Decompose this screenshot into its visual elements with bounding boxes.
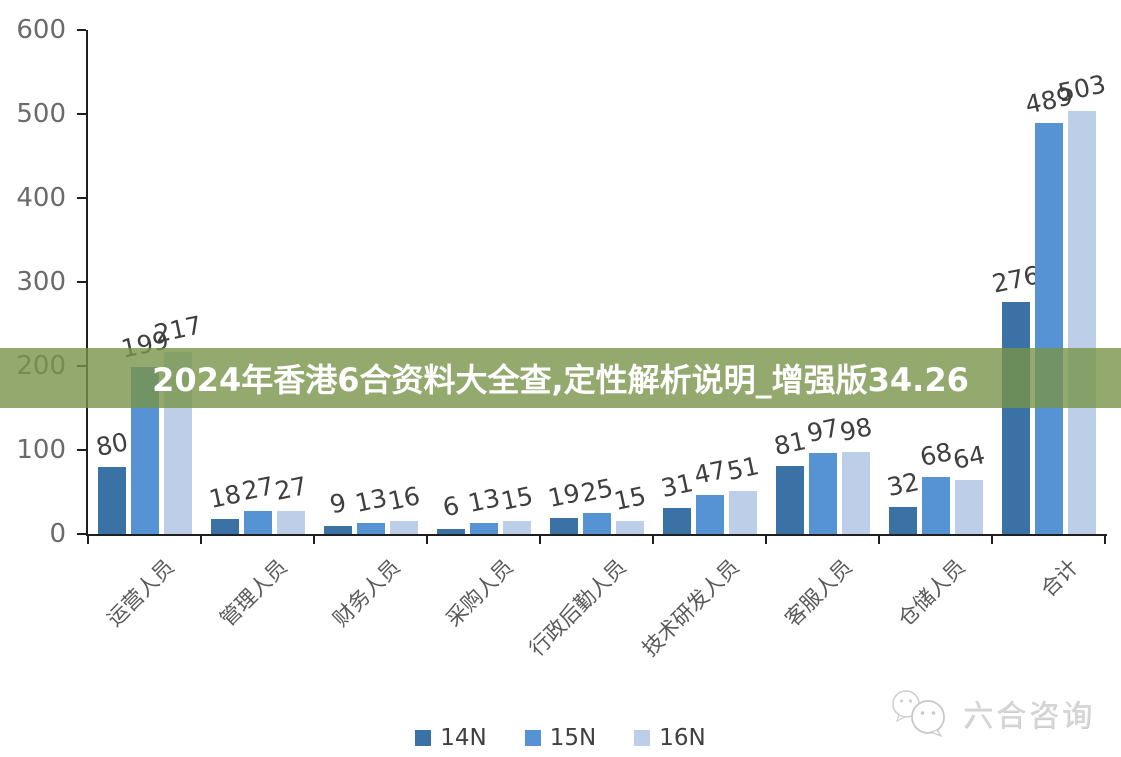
bar-value-label: 27 — [238, 471, 277, 507]
bar-value-label: 68 — [916, 436, 955, 472]
bar-value-label: 503 — [1055, 69, 1108, 109]
x-tick-mark — [313, 536, 315, 544]
x-tick-mark — [1104, 536, 1106, 544]
legend-item-15N: 15N — [524, 725, 597, 751]
bar-value-label: 13 — [351, 483, 390, 519]
legend-item-16N: 16N — [634, 725, 706, 751]
bar-16N-技术研发人员 — [728, 491, 757, 534]
x-tick-mark — [652, 536, 654, 544]
bar-15N-财务人员 — [356, 523, 385, 534]
bar-value-label: 97 — [803, 412, 842, 448]
bar-16N-采购人员 — [502, 521, 531, 534]
y-tick-mark — [77, 29, 86, 31]
bar-value-label: 15 — [497, 481, 536, 517]
overlay-banner: 2024年香港6合资料大全查,定性解析说明_增强版34.26 — [0, 348, 1121, 408]
legend-label: 15N — [549, 725, 597, 751]
legend-swatch-icon — [524, 730, 541, 746]
bar-16N-行政后勤人员 — [615, 521, 644, 534]
bar-14N-行政后勤人员 — [549, 518, 578, 534]
bar-value-label: 16 — [384, 480, 423, 516]
bar-15N-客服人员 — [808, 452, 837, 534]
y-tick-label: 400 — [16, 183, 66, 213]
bar-value-label: 64 — [949, 440, 988, 476]
bar-14N-财务人员 — [323, 526, 352, 534]
x-tick-mark — [765, 536, 767, 544]
bar-value-label: 6 — [439, 490, 462, 523]
watermark-text: 六合咨询 — [963, 699, 1095, 734]
x-category-label: 客服人员 — [779, 554, 857, 632]
y-tick-label: 0 — [49, 519, 66, 549]
y-tick-mark — [77, 533, 86, 535]
x-tick-mark — [426, 536, 428, 544]
legend-label: 16N — [659, 725, 706, 751]
bar-value-label: 51 — [723, 451, 762, 487]
bar-15N-管理人员 — [243, 511, 272, 534]
bar-value-label: 15 — [610, 481, 649, 517]
x-category-label: 仓储人员 — [892, 554, 970, 632]
y-tick-mark — [77, 197, 86, 199]
chart-legend: 14N 15N 16N — [0, 725, 1121, 751]
bar-14N-仓储人员 — [888, 507, 917, 534]
y-tick-mark — [77, 281, 86, 283]
legend-item-14N: 14N — [415, 725, 487, 751]
bar-value-label: 27 — [271, 471, 310, 507]
x-category-label: 行政后勤人员 — [524, 554, 631, 661]
bar-14N-采购人员 — [436, 528, 465, 534]
bar-14N-合计 — [1001, 302, 1030, 534]
bar-14N-运营人员 — [97, 466, 126, 534]
bar-value-label: 31 — [657, 467, 696, 503]
y-tick-label: 500 — [16, 99, 66, 129]
bar-16N-财务人员 — [389, 520, 418, 534]
legend-swatch-icon — [415, 730, 432, 746]
bar-value-label: 32 — [883, 467, 922, 503]
bar-15N-行政后勤人员 — [582, 513, 611, 534]
x-tick-mark — [539, 536, 541, 544]
y-tick-label: 300 — [16, 267, 66, 297]
x-tick-mark — [991, 536, 993, 544]
legend-label: 14N — [440, 725, 487, 751]
chat-bubbles-icon — [892, 690, 945, 738]
bar-16N-仓储人员 — [954, 480, 983, 534]
watermark: 六合咨询 — [889, 687, 1095, 739]
bar-14N-技术研发人员 — [662, 507, 691, 534]
y-tick-label: 100 — [16, 435, 66, 465]
bar-value-label: 13 — [464, 483, 503, 519]
bar-value-label: 98 — [836, 411, 875, 447]
bar-value-label: 217 — [151, 310, 204, 349]
bar-value-label: 81 — [770, 425, 809, 461]
bar-value-label: 19 — [544, 478, 583, 514]
bar-16N-客服人员 — [841, 451, 870, 534]
bar-value-label: 9 — [326, 488, 349, 520]
bar-value-label: 80 — [92, 426, 131, 462]
bar-value-label: 25 — [577, 473, 616, 508]
x-category-label: 技术研发人员 — [637, 554, 744, 661]
y-tick-label: 600 — [16, 15, 66, 45]
x-category-label: 管理人员 — [214, 554, 292, 632]
bar-15N-采购人员 — [469, 523, 498, 534]
overlay-banner-text: 2024年香港6合资料大全查,定性解析说明_增强版34.26 — [152, 361, 969, 399]
bar-14N-管理人员 — [210, 518, 239, 534]
y-tick-mark — [77, 113, 86, 115]
x-category-label: 合计 — [1035, 554, 1083, 602]
bar-value-label: 18 — [205, 478, 244, 514]
bar-value-label: 47 — [690, 454, 729, 490]
bar-14N-客服人员 — [775, 465, 804, 534]
x-category-label: 采购人员 — [440, 554, 518, 632]
bar-16N-合计 — [1067, 111, 1096, 534]
x-category-label: 财务人员 — [327, 554, 405, 632]
x-tick-mark — [87, 536, 89, 544]
x-tick-mark — [200, 536, 202, 544]
bar-15N-技术研发人员 — [695, 494, 724, 534]
y-axis-line — [86, 30, 88, 536]
bar-16N-管理人员 — [276, 511, 305, 534]
x-axis-line — [86, 534, 1107, 536]
x-category-label: 运营人员 — [101, 554, 179, 632]
x-tick-mark — [878, 536, 880, 544]
bar-15N-仓储人员 — [921, 476, 950, 534]
y-tick-mark — [77, 449, 86, 451]
legend-swatch-icon — [634, 730, 651, 746]
bar-15N-合计 — [1034, 123, 1063, 534]
